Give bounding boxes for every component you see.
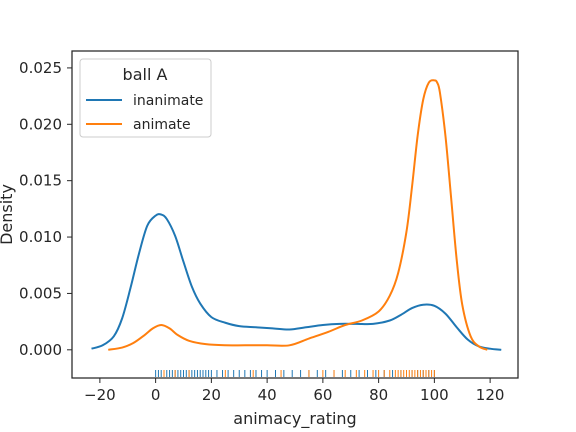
y-tick-label: 0.025 <box>19 59 62 77</box>
x-tick-label: 40 <box>258 386 277 404</box>
x-tick-label: 20 <box>202 386 221 404</box>
legend-box <box>79 58 212 138</box>
x-tick-label: 0 <box>151 386 161 404</box>
x-axis-title: animacy_rating <box>233 409 356 429</box>
plot-area-frame <box>71 50 519 379</box>
x-tick-label: 120 <box>476 386 505 404</box>
y-tick-label: 0.020 <box>19 115 62 133</box>
density-curves <box>91 79 502 351</box>
y-tick-label: 0.000 <box>19 341 62 359</box>
legend-label-inanimate: inanimate <box>133 93 203 109</box>
rug-marks <box>155 370 435 377</box>
y-tick-label: 0.005 <box>19 284 62 302</box>
y-tick-label: 0.010 <box>19 228 62 246</box>
x-axis-ticks: −20 0 20 40 60 80 100 120 <box>84 378 504 404</box>
x-tick-label: 60 <box>313 386 332 404</box>
legend-title: ball A <box>123 65 168 84</box>
y-tick-label: 0.015 <box>19 172 62 190</box>
y-axis-title: Density <box>0 184 16 245</box>
legend-label-animate: animate <box>133 117 191 133</box>
x-tick-label: −20 <box>84 386 116 404</box>
series-line-inanimate <box>91 213 502 351</box>
series-line-animate <box>108 79 488 351</box>
x-tick-label: 80 <box>369 386 388 404</box>
y-axis-ticks: 0.000 0.005 0.010 0.015 0.020 0.025 <box>19 59 72 359</box>
x-tick-label: 100 <box>420 386 449 404</box>
legend: ball A inanimate animate <box>79 58 212 138</box>
